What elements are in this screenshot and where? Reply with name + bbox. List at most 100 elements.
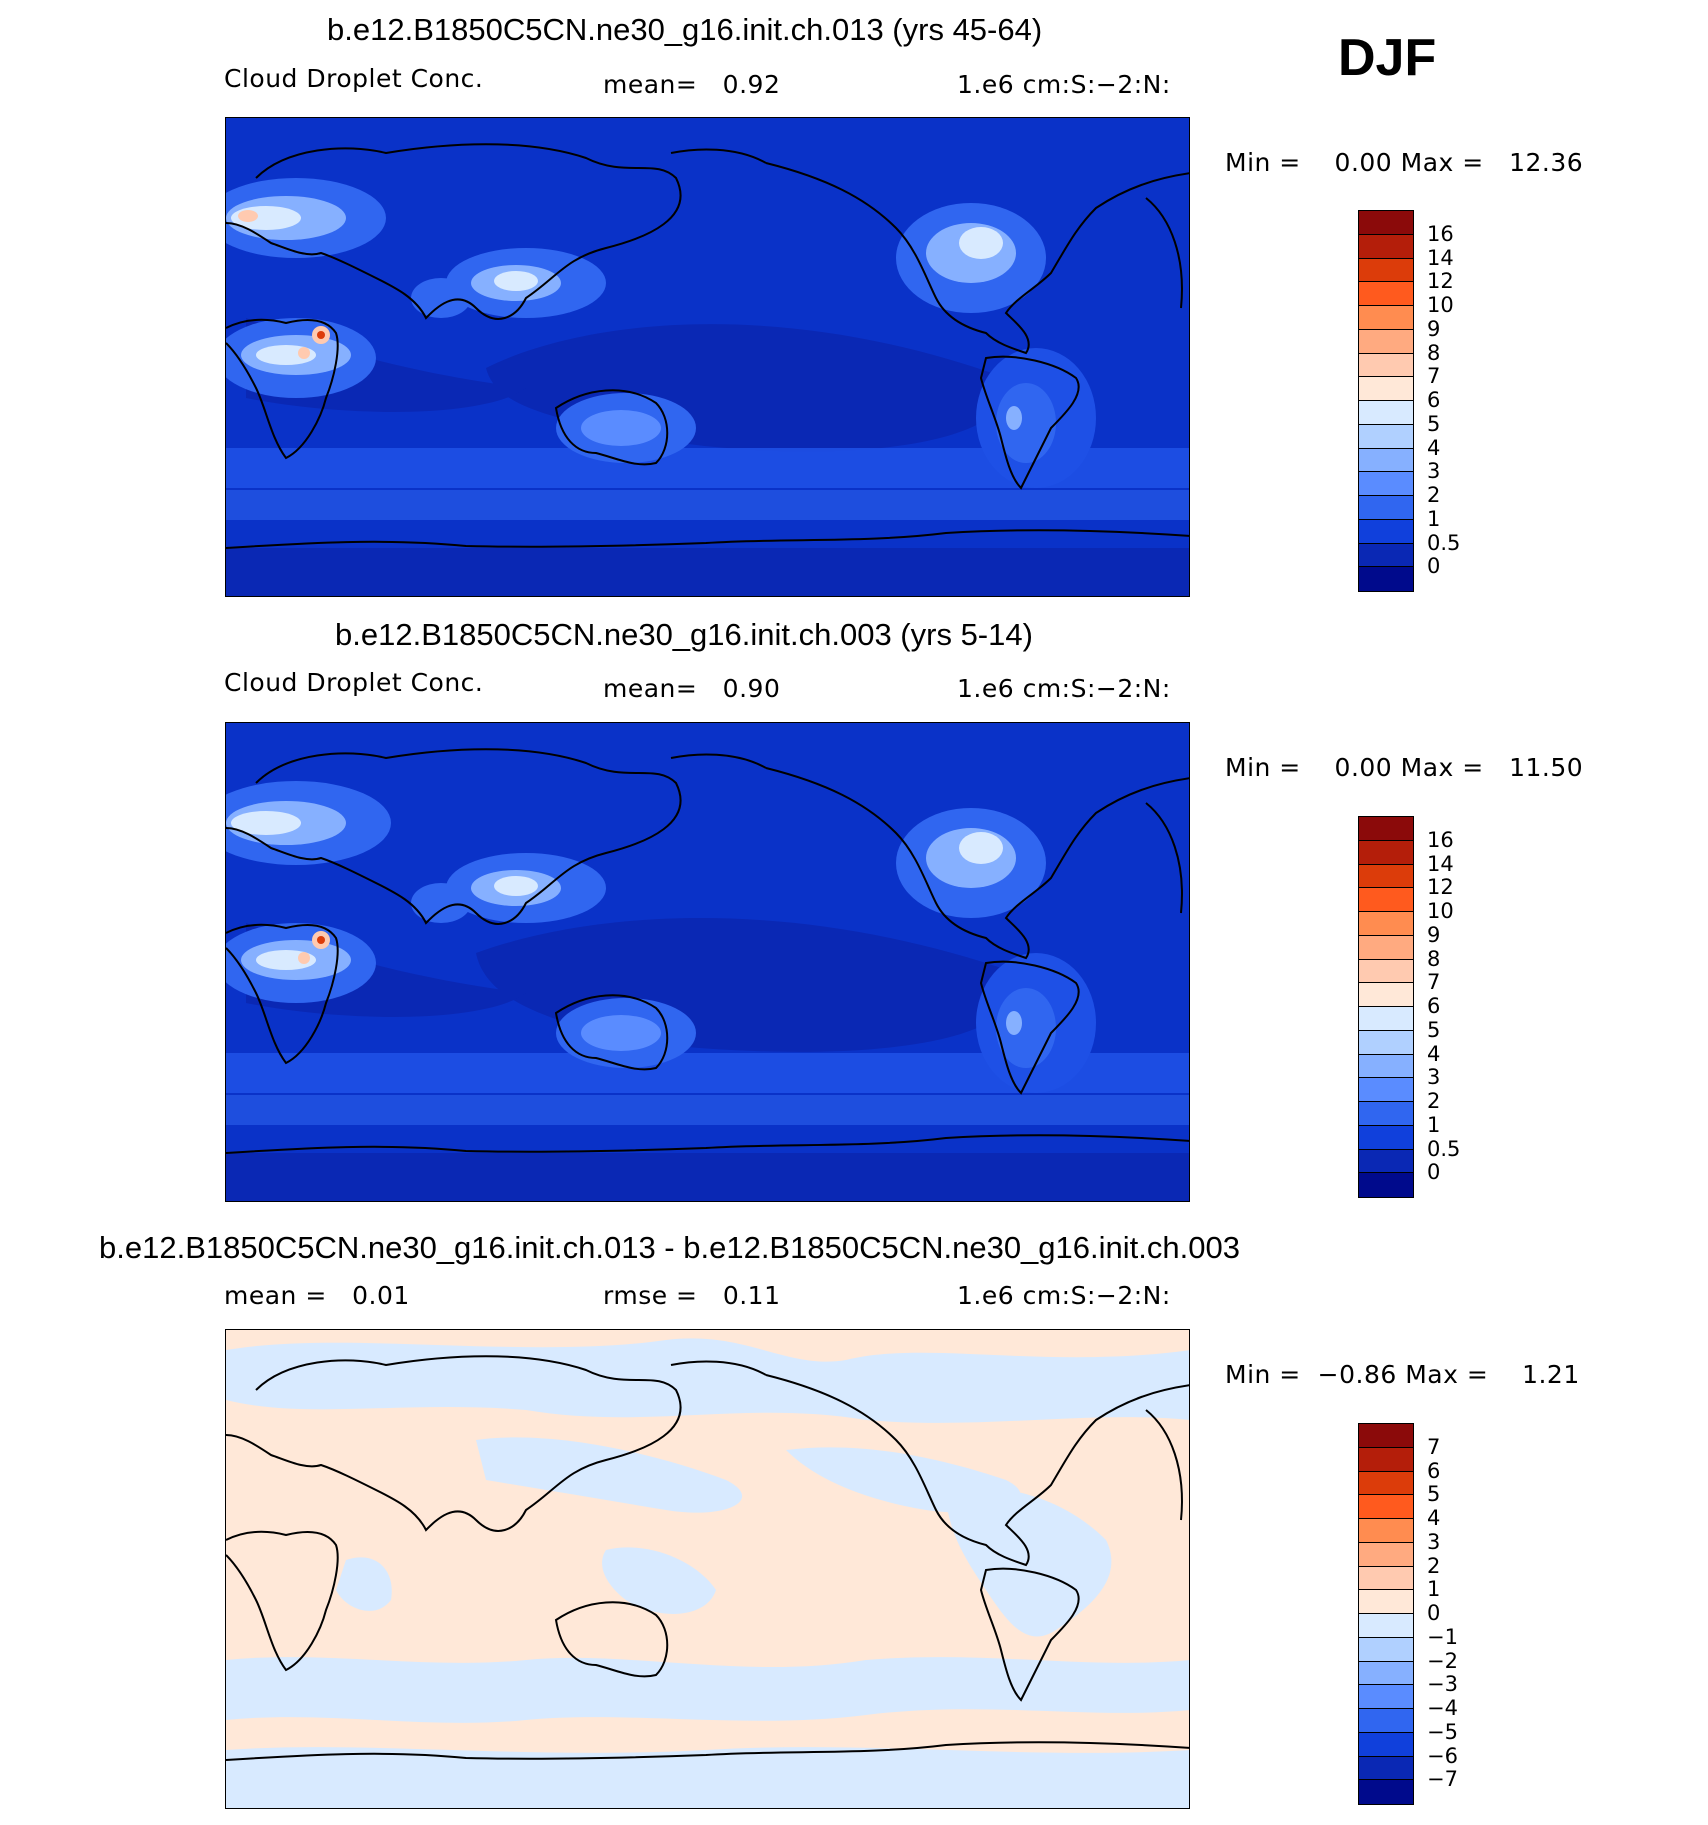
colorbar-label: 0	[1427, 1601, 1441, 1625]
colorbar-label: 16	[1427, 827, 1454, 852]
colorbar-label: −6	[1427, 1743, 1458, 1768]
colorbar-label: 6	[1427, 388, 1441, 412]
colorbar-label: 3	[1427, 1065, 1441, 1090]
colorbar-label: 1	[1427, 506, 1441, 531]
panel-2-map-field	[226, 723, 1189, 1201]
colorbar-label: 0	[1427, 554, 1441, 579]
panel-2-title: b.e12.B1850C5CN.ne30_g16.init.ch.003 (yr…	[335, 617, 1033, 652]
panel-2-colorbar	[1358, 816, 1414, 1198]
panel-3-map	[225, 1329, 1190, 1809]
colorbar-label: 7	[1427, 970, 1441, 995]
colorbar-swatch	[1358, 376, 1414, 402]
colorbar-swatch	[1358, 1446, 1414, 1472]
colorbar-label: 5	[1427, 1017, 1441, 1042]
colorbar-swatch	[1358, 233, 1414, 259]
colorbar-label: 1	[1427, 1112, 1441, 1137]
panel-3-minmax-label: Min = −0.86 Max = 1.21	[1225, 1360, 1580, 1389]
colorbar-swatch	[1358, 352, 1414, 378]
colorbar-label: 5	[1427, 411, 1441, 436]
colorbar-swatch	[1358, 1541, 1414, 1567]
panel-2-variable-label: Cloud Droplet Conc.	[224, 668, 484, 697]
colorbar-label: 10	[1427, 899, 1454, 923]
colorbar-swatch	[1358, 1636, 1414, 1662]
colorbar-swatch	[1358, 566, 1414, 592]
colorbar-label: −3	[1427, 1672, 1458, 1697]
colorbar-label: 6	[1427, 1458, 1441, 1483]
colorbar-swatch	[1358, 982, 1414, 1008]
colorbar-swatch	[1358, 887, 1414, 913]
colorbar-label: 2	[1427, 483, 1441, 507]
colorbar-swatch	[1358, 495, 1414, 521]
colorbar-swatch	[1358, 1708, 1414, 1734]
colorbar-label: 2	[1427, 1089, 1441, 1113]
colorbar-swatch	[1358, 1755, 1414, 1781]
panel-3-map-field	[226, 1330, 1189, 1808]
colorbar-swatch	[1358, 423, 1414, 449]
colorbar-swatch	[1358, 447, 1414, 473]
colorbar-swatch	[1358, 1494, 1414, 1520]
colorbar-label: 10	[1427, 293, 1454, 317]
colorbar-label: 12	[1427, 875, 1454, 900]
panel-2-units-label: 1.e6 cm:S:−2:N:	[957, 674, 1171, 703]
colorbar-label: 8	[1427, 946, 1441, 971]
colorbar-swatch	[1358, 839, 1414, 865]
colorbar-swatch	[1358, 1148, 1414, 1174]
colorbar-swatch	[1358, 816, 1414, 842]
colorbar-label: 4	[1427, 1506, 1441, 1530]
colorbar-swatch	[1358, 934, 1414, 960]
colorbar-swatch	[1358, 958, 1414, 984]
colorbar-label: 1	[1427, 1577, 1441, 1602]
colorbar-label: 4	[1427, 1041, 1441, 1066]
panel-1-minmax-label: Min = 0.00 Max = 12.36	[1225, 148, 1584, 177]
colorbar-label: −1	[1427, 1624, 1458, 1649]
colorbar-swatch	[1358, 1077, 1414, 1103]
colorbar-swatch	[1358, 911, 1414, 937]
colorbar-swatch	[1358, 1124, 1414, 1150]
colorbar-swatch	[1358, 210, 1414, 236]
colorbar-label: 4	[1427, 435, 1441, 460]
colorbar-label: −4	[1427, 1696, 1458, 1720]
colorbar-swatch	[1358, 1101, 1414, 1127]
colorbar-label: 3	[1427, 459, 1441, 484]
colorbar-swatch	[1358, 1779, 1414, 1805]
colorbar-label: 14	[1427, 851, 1454, 876]
colorbar-swatch	[1358, 328, 1414, 354]
colorbar-label: 9	[1427, 922, 1441, 947]
colorbar-label: 12	[1427, 269, 1454, 294]
panel-1-units-label: 1.e6 cm:S:−2:N:	[957, 70, 1171, 99]
season-label: DJF	[1338, 29, 1437, 87]
panel-2-mean-label: mean= 0.90	[603, 674, 781, 703]
colorbar-swatch	[1358, 1613, 1414, 1639]
panel-2-minmax-label: Min = 0.00 Max = 11.50	[1225, 753, 1584, 782]
colorbar-swatch	[1358, 257, 1414, 283]
panel-1-title: b.e12.B1850C5CN.ne30_g16.init.ch.013 (yr…	[327, 12, 1043, 47]
colorbar-label: 14	[1427, 245, 1454, 270]
colorbar-label: 7	[1427, 364, 1441, 389]
colorbar-swatch	[1358, 1423, 1414, 1449]
panel-1-colorbar	[1358, 210, 1414, 592]
colorbar-label: 16	[1427, 221, 1454, 246]
colorbar-label: 9	[1427, 316, 1441, 341]
colorbar-swatch	[1358, 1589, 1414, 1615]
colorbar-label: −2	[1427, 1648, 1458, 1673]
colorbar-label: 3	[1427, 1529, 1441, 1554]
panel-3-colorbar	[1358, 1423, 1414, 1805]
colorbar-label: −7	[1427, 1767, 1458, 1792]
colorbar-label: −5	[1427, 1719, 1458, 1744]
colorbar-swatch	[1358, 471, 1414, 497]
colorbar-label: 0	[1427, 1160, 1441, 1185]
panel-1-mean-label: mean= 0.92	[603, 70, 781, 99]
panel-2-map	[225, 722, 1190, 1202]
colorbar-swatch	[1358, 1565, 1414, 1591]
panel-3-rmse-label: rmse = 0.11	[603, 1281, 781, 1310]
panel-1-variable-label: Cloud Droplet Conc.	[224, 64, 484, 93]
colorbar-swatch	[1358, 863, 1414, 889]
colorbar-swatch	[1358, 1684, 1414, 1710]
colorbar-swatch	[1358, 1172, 1414, 1198]
colorbar-swatch	[1358, 1006, 1414, 1032]
panel-3-mean-label: mean = 0.01	[224, 1281, 410, 1310]
colorbar-label: 7	[1427, 1434, 1441, 1459]
colorbar-label: 8	[1427, 340, 1441, 365]
colorbar-swatch	[1358, 1053, 1414, 1079]
colorbar-swatch	[1358, 518, 1414, 544]
